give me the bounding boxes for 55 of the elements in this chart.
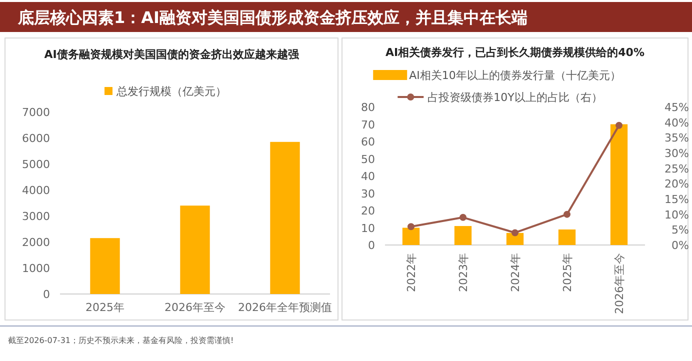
- legend-label: 总发行规模（亿美元）: [116, 85, 226, 98]
- y2-tick-label: 0%: [672, 239, 689, 252]
- y2-tick-label: 25%: [664, 162, 689, 176]
- point: [616, 122, 622, 129]
- y-tick-label: 1000: [22, 262, 50, 275]
- x-tick-label: 2026年全年预测值: [238, 301, 332, 314]
- bar: [454, 226, 472, 245]
- x-tick-label: 2025年: [561, 253, 574, 292]
- y-tick-label: 60: [361, 136, 375, 148]
- point: [564, 210, 570, 218]
- bar: [402, 228, 420, 245]
- x-tick-label: 2026年至今: [613, 253, 626, 314]
- x-tick-label: 2022年: [405, 253, 418, 292]
- bar: [90, 238, 120, 294]
- y2-tick-label: 10%: [664, 208, 689, 222]
- bar: [180, 206, 210, 294]
- y2-tick-label: 40%: [664, 116, 689, 130]
- y-tick-label: 0: [43, 288, 50, 301]
- y2-tick-label: 5%: [672, 224, 689, 237]
- bar: [270, 142, 300, 294]
- bar: [506, 232, 524, 245]
- text: 截至2026-07-31；历史不预示未来，基金有风险，投资需谨慎!: [8, 336, 234, 345]
- y2-tick-label: 35%: [664, 132, 689, 145]
- bar: [558, 229, 576, 245]
- y-tick-label: 40: [361, 170, 375, 183]
- y-tick-label: 30: [361, 187, 375, 200]
- y-tick-label: 0: [368, 239, 375, 252]
- bar: [610, 124, 628, 245]
- y-tick-label: 4000: [22, 184, 50, 197]
- x-tick-label: 2026年至今: [164, 301, 226, 314]
- point: [408, 223, 414, 230]
- y2-tick-label: 30%: [664, 147, 689, 160]
- y-tick-label: 50: [361, 152, 375, 166]
- legend-label: AI相关10年以上的债券发行量（十亿美元）: [409, 69, 621, 82]
- x-tick-label: 2024年: [509, 253, 522, 292]
- y-tick-label: 5000: [22, 158, 50, 171]
- y-tick-label: 70: [361, 118, 375, 132]
- chart-title: AI相关债券发行，已占到长久期债券规模供给的40%: [386, 46, 644, 59]
- y-tick-label: 2000: [22, 236, 50, 249]
- y-tick-label: 3000: [22, 210, 50, 223]
- y-tick-label: 80: [361, 101, 375, 114]
- point: [460, 214, 466, 221]
- text: 底层核心因素1：AI融资对美国国债形成资金挤压效应，并且集中在长端: [17, 8, 528, 27]
- y-tick-label: 6000: [22, 132, 50, 145]
- legend-label: 占投资级债券10Y以上的占比（右）: [428, 91, 602, 104]
- point: [512, 229, 518, 236]
- x-tick-label: 2025年: [86, 301, 124, 314]
- y2-tick-label: 20%: [664, 178, 689, 191]
- y-tick-label: 7000: [22, 106, 50, 119]
- y2-tick-label: 15%: [664, 193, 689, 206]
- x-tick-label: 2023年: [457, 253, 470, 292]
- y-tick-label: 10: [361, 222, 375, 235]
- chart-title: AI债务融资规模对美国国债的资金挤出效应越来越强: [44, 48, 300, 61]
- y-tick-label: 20: [361, 204, 375, 218]
- y2-tick-label: 45%: [664, 101, 689, 114]
